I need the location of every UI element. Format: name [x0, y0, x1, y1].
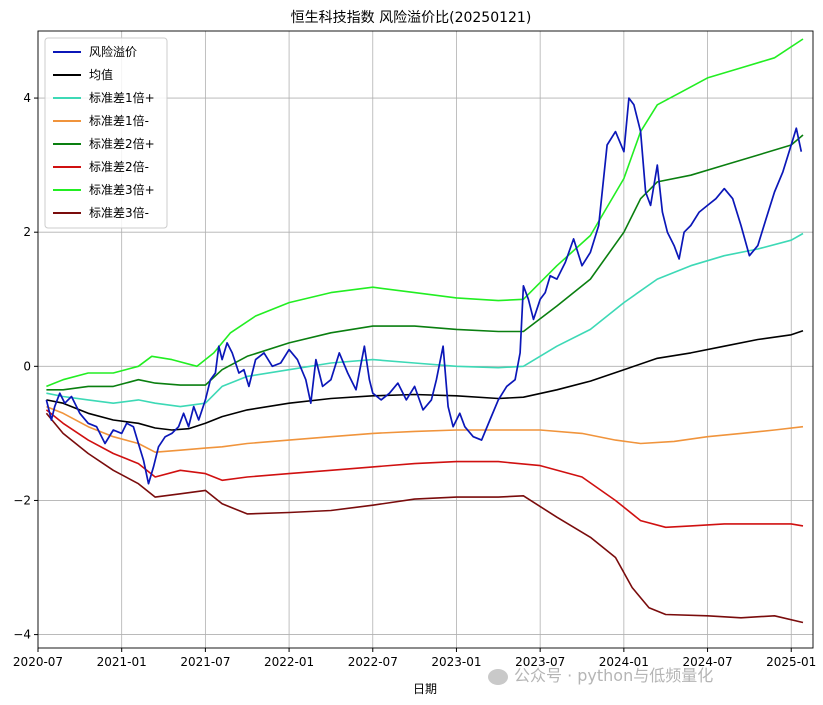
x-tick-label: 2022-07	[348, 655, 398, 669]
legend-label: 均值	[89, 67, 113, 82]
legend-label: 标准差3倍-	[89, 205, 149, 220]
x-tick-label: 2025-01	[766, 655, 816, 669]
x-tick-label: 2023-01	[431, 655, 481, 669]
watermark: 公众号 · python与低频量化	[488, 662, 713, 686]
x-tick-label: 2022-01	[264, 655, 314, 669]
watermark-text: 公众号 · python与低频量化	[514, 666, 714, 685]
legend-label: 标准差2倍-	[89, 159, 149, 174]
x-tick-label: 2021-07	[180, 655, 230, 669]
series-line-1	[46, 330, 804, 431]
y-axis-ticks: 4 2 0 −2 −4	[13, 91, 38, 642]
series-line-2	[46, 232, 804, 408]
x-axis-label: 日期	[413, 682, 437, 696]
y-tick-label: −4	[13, 628, 31, 642]
x-tick-label: 2021-01	[97, 655, 147, 669]
x-tick-label: 2024-07	[682, 655, 732, 669]
y-tick-label: 2	[23, 225, 31, 239]
legend-label: 标准差2倍+	[89, 136, 155, 151]
y-tick-label: −2	[13, 493, 31, 507]
legend-label: 风险溢价	[89, 44, 137, 59]
series-line-7	[45, 412, 804, 624]
legend-label: 标准差1倍-	[89, 113, 149, 128]
series-line-5	[45, 409, 804, 529]
x-tick-label: 2020-07	[13, 655, 63, 669]
series-line-0	[45, 97, 803, 485]
legend-label: 标准差3倍+	[89, 182, 155, 197]
legend-label: 标准差1倍+	[89, 90, 155, 105]
plot-frame	[37, 30, 814, 649]
legend-box	[44, 37, 168, 229]
y-tick-label: 4	[23, 91, 31, 105]
wechat-icon	[488, 668, 508, 685]
chart-title: 恒生科技指数 风险溢价比(20250121)	[291, 10, 532, 26]
y-tick-label: 0	[23, 359, 31, 373]
x-axis-ticks: 2020-07 2021-01 2021-07 2022-01 2022-07 2023-…	[13, 648, 816, 669]
series-layer	[45, 38, 804, 624]
x-tick-label: 2023-07	[515, 655, 565, 669]
series-line-4	[46, 134, 804, 391]
series-line-6	[46, 38, 804, 388]
x-tick-label: 2024-01	[599, 655, 649, 669]
